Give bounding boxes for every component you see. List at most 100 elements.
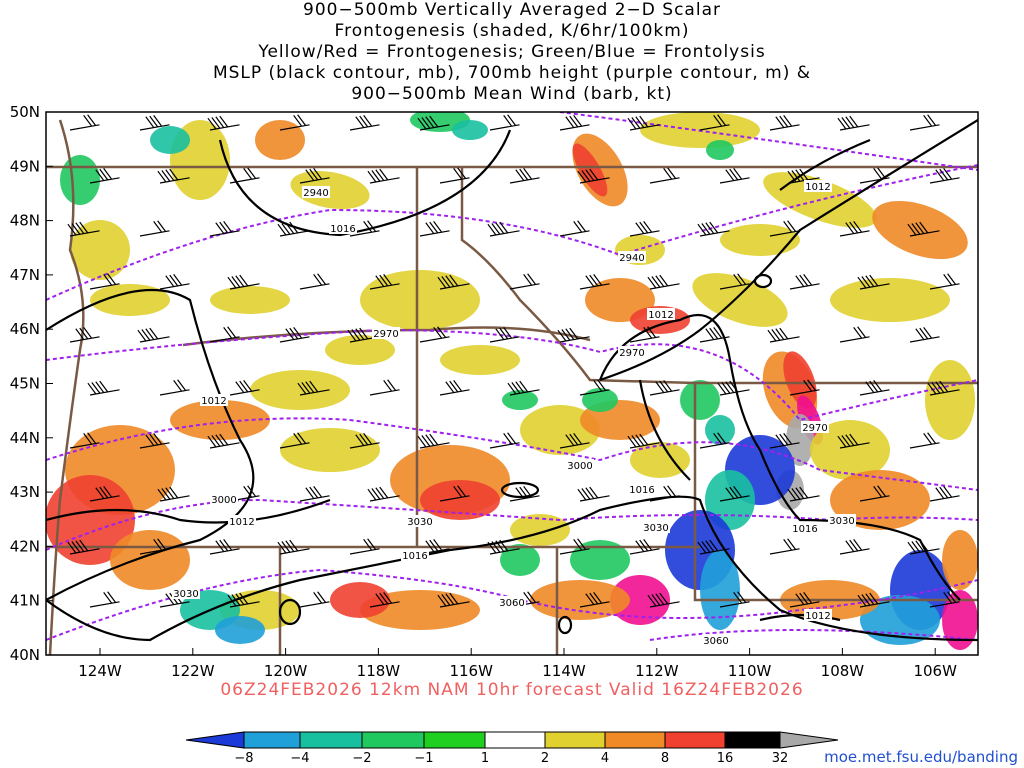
wind-barb [89, 273, 120, 290]
mslp-closed-contour [753, 273, 773, 289]
title-block: 900−500mb Vertically Averaged 2−D Scalar… [0, 0, 1024, 105]
wind-barb [157, 486, 190, 502]
frontogenesis-shade-cell [942, 590, 978, 650]
height-contour-label: 3060 [499, 598, 524, 609]
wind-barb [697, 221, 730, 237]
height-contour-label: 3000 [567, 461, 592, 472]
wind-barb [789, 592, 820, 608]
wind-barb [907, 221, 940, 237]
wind-barb [69, 114, 100, 131]
wind-barb [369, 379, 400, 396]
lon-tick-label: 122W [171, 662, 215, 680]
frontogenesis-shade-cell [830, 278, 950, 322]
mslp-contour-label: 1012 [805, 611, 830, 622]
colorbar-segment [243, 731, 301, 749]
lon-tick-label: 112W [635, 662, 679, 680]
wind-barb [227, 274, 260, 290]
lat-tick-label: 44N [10, 429, 40, 447]
wind-barb [787, 486, 820, 502]
height-contour [559, 112, 978, 171]
wind-barb [839, 221, 870, 237]
frontogenesis-shade-cell [692, 273, 788, 327]
wind-barb [929, 273, 960, 290]
mslp-contour [46, 288, 255, 601]
frontogenesis-shade-cell [705, 415, 735, 445]
contour-label-bg [618, 346, 646, 358]
wind-barb [207, 115, 240, 131]
colorbar-segment [299, 731, 363, 749]
colorbar-label: −1 [414, 751, 433, 766]
lat-tick-label: 50N [10, 103, 40, 121]
title-line-5: 900−500mb Mean Wind (barb, kt) [351, 84, 673, 104]
wind-barb [277, 221, 310, 237]
wind-barb [489, 114, 520, 131]
wind-barb [439, 167, 470, 184]
wind-barb [909, 114, 940, 131]
height-contour [649, 629, 978, 641]
contour-label-bg [702, 634, 730, 646]
wind-barb [629, 326, 660, 343]
contour-label-bg [406, 515, 434, 527]
wind-barb [89, 486, 120, 502]
wind-barb [299, 273, 330, 290]
contour-label-bg [618, 251, 646, 263]
lon-tick-label: 116W [449, 662, 493, 680]
wind-barb [509, 168, 540, 184]
colorbar-label: 1 [481, 751, 489, 766]
frontogenesis-shade-cell [170, 400, 270, 440]
frontogenesis-shade-cell [680, 380, 720, 420]
wind-barb [927, 380, 960, 396]
wind-barb [909, 432, 940, 449]
colorbar-arrow-left [185, 731, 245, 749]
mslp-contour-label: 1012 [201, 396, 226, 407]
height-contour-label: 2970 [373, 329, 398, 340]
border-line [48, 119, 85, 655]
wind-barb [419, 221, 450, 237]
contour-label-bg [628, 483, 656, 495]
wind-barb [699, 432, 730, 449]
colorbar-label: −8 [234, 751, 253, 766]
frontogenesis-shade-cell [420, 480, 500, 520]
mslp-closed-contour [500, 481, 540, 499]
wind-barb [857, 274, 890, 290]
wind-barb [929, 486, 960, 502]
wind-barb [137, 327, 170, 343]
credit-link[interactable]: moe.met.fsu.edu/banding [824, 748, 1018, 766]
contour-label-bg [804, 180, 832, 192]
contour-label-bg [372, 327, 400, 339]
wind-barb [367, 168, 400, 184]
contour-label-bg [647, 308, 675, 320]
title-line-3: Yellow/Red = Frontogenesis; Green/Blue =… [258, 42, 766, 62]
frontogenesis-shade-cell [860, 595, 940, 645]
wind-barb [857, 592, 890, 608]
mslp-closed-contour [278, 598, 302, 626]
colorbar-label: 16 [717, 751, 734, 766]
wind-barb [577, 486, 610, 502]
colorbar-segment [484, 731, 546, 749]
contour-labels: 1016 1012 1012 1012 1016 1016 1012 1016 1012 2940… [172, 180, 856, 647]
colorbar-segment [604, 731, 666, 749]
wind-barb [717, 380, 750, 396]
frontogenesis-shade-cell [250, 370, 350, 410]
wind-barb [437, 592, 470, 608]
lat-tick-label: 42N [10, 537, 40, 555]
lon-tick-label: 106W [913, 662, 957, 680]
wind-barb [559, 115, 590, 131]
wind-barb [349, 433, 380, 449]
wind-barb [559, 538, 590, 555]
contour-label-bg [791, 522, 819, 534]
frontogenesis-shade-cell [280, 428, 380, 472]
wind-barb [837, 433, 870, 449]
frontogenesis-shade-cell [210, 286, 290, 314]
wind-barb [577, 168, 610, 184]
wind-barb [507, 380, 540, 396]
wind-barb [559, 433, 590, 449]
wind-barb [67, 539, 100, 555]
wind-barb [839, 326, 870, 343]
lat-tick-label: 40N [10, 646, 40, 664]
contour-label-bg [401, 549, 429, 561]
height-contour-label: 3030 [173, 589, 198, 600]
height-contour-label: 3030 [829, 516, 854, 527]
height-contour-label: 2940 [619, 253, 644, 264]
mslp-contour [46, 498, 331, 524]
